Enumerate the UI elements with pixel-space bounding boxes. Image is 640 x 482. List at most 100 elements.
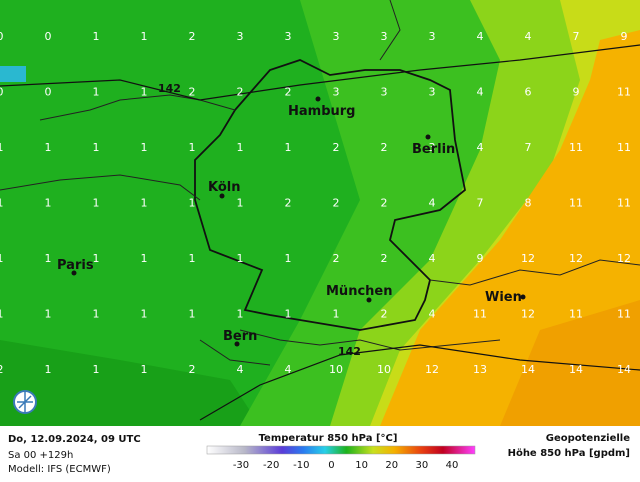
grid-value: 2: [285, 197, 292, 210]
grid-value: 2: [189, 86, 196, 99]
grid-value: 12: [521, 252, 535, 265]
grid-value: 2: [381, 252, 388, 265]
grid-value: 1: [0, 197, 4, 210]
value-grid: 0011233333447900112223334691111111112234…: [0, 30, 631, 376]
grid-value: 11: [569, 197, 583, 210]
grid-value: 1: [237, 308, 244, 321]
grid-value: 12: [425, 363, 439, 376]
grid-value: 1: [45, 141, 52, 154]
grid-value: 3: [429, 86, 436, 99]
grid-value: 0: [0, 86, 4, 99]
grid-value: 1: [45, 197, 52, 210]
color-bar-tick: 0: [328, 460, 334, 471]
grid-value: 2: [237, 86, 244, 99]
grid-value: 1: [45, 308, 52, 321]
grid-value: 10: [377, 363, 391, 376]
grid-value: 4: [237, 363, 244, 376]
grid-value: 1: [189, 141, 196, 154]
grid-value: 1: [141, 141, 148, 154]
run: Sa 00 +129h: [8, 450, 73, 461]
grid-value: 14: [569, 363, 583, 376]
grid-value: 1: [189, 197, 196, 210]
grid-value: 3: [429, 141, 436, 154]
legend-title: Temperatur 850 hPa [°C]: [259, 433, 398, 444]
grid-value: 1: [0, 252, 4, 265]
grid-value: 1: [93, 86, 100, 99]
grid-value: 3: [333, 86, 340, 99]
grid-value: 11: [473, 308, 487, 321]
grid-value: 3: [333, 30, 340, 43]
grid-value: 1: [141, 252, 148, 265]
grid-value: 7: [477, 197, 484, 210]
grid-value: 0: [45, 30, 52, 43]
country-border-germany: [194, 59, 466, 331]
grid-value: 3: [381, 30, 388, 43]
grid-value: 3: [429, 30, 436, 43]
color-bar-tick: -30: [233, 460, 249, 471]
grid-value: 0: [45, 86, 52, 99]
grid-value: 2: [381, 197, 388, 210]
grid-value: 3: [237, 30, 244, 43]
grid-value: 1: [45, 252, 52, 265]
contour-142: [0, 44, 640, 421]
grid-value: 4: [429, 252, 436, 265]
color-bar-tick: -20: [263, 460, 279, 471]
grid-value: 1: [93, 363, 100, 376]
grid-value: 8: [525, 197, 532, 210]
city-label: Bern: [223, 329, 257, 344]
grid-value: 10: [329, 363, 343, 376]
color-bar-tick: 10: [355, 460, 368, 471]
color-bar-tick: 20: [385, 460, 398, 471]
grid-value: 12: [569, 252, 583, 265]
grid-value: 6: [525, 86, 532, 99]
borders: [0, 0, 640, 366]
contour-label: 142: [338, 345, 361, 358]
grid-value: 14: [617, 363, 631, 376]
grid-value: 1: [237, 252, 244, 265]
grid-value: 3: [381, 86, 388, 99]
grid-value: 11: [569, 141, 583, 154]
grid-value: 2: [333, 197, 340, 210]
grid-value: 1: [285, 308, 292, 321]
grid-value: 9: [621, 30, 628, 43]
city-label: Paris: [57, 258, 94, 273]
grid-value: 11: [617, 141, 631, 154]
grid-value: 1: [0, 308, 4, 321]
color-bar-tick: -10: [293, 460, 309, 471]
city-markers: [71, 96, 526, 347]
grid-value: 2: [333, 141, 340, 154]
grid-value: 2: [285, 86, 292, 99]
color-bar-tick: 30: [415, 460, 428, 471]
grid-value: 2: [333, 252, 340, 265]
grid-value: 4: [477, 30, 484, 43]
grid-value: 2: [381, 308, 388, 321]
grid-value: 1: [45, 363, 52, 376]
grid-value: 13: [473, 363, 487, 376]
grid-value: 3: [285, 30, 292, 43]
grid-value: 11: [569, 308, 583, 321]
grid-value: 1: [285, 252, 292, 265]
grid-value: 12: [521, 308, 535, 321]
grid-value: 7: [525, 141, 532, 154]
grid-value: 2: [381, 141, 388, 154]
grid-value: 4: [285, 363, 292, 376]
grid-value: 9: [477, 252, 484, 265]
grid-value: 4: [525, 30, 532, 43]
grid-value: 2: [189, 30, 196, 43]
grid-value: 4: [429, 308, 436, 321]
color-bar-tick: 40: [446, 460, 459, 471]
grid-value: 1: [285, 141, 292, 154]
grid-value: 1: [93, 141, 100, 154]
city-label: Köln: [208, 180, 241, 195]
right-title: Geopotenzielle: [546, 433, 630, 444]
right-title: Höhe 850 hPa [gpdm]: [508, 448, 630, 459]
grid-value: 1: [93, 30, 100, 43]
grid-value: 1: [141, 197, 148, 210]
grid-value: 14: [521, 363, 535, 376]
grid-value: 2: [0, 363, 4, 376]
grid-value: 12: [617, 252, 631, 265]
grid-value: 1: [237, 141, 244, 154]
grid-value: 11: [617, 308, 631, 321]
grid-value: 9: [573, 86, 580, 99]
